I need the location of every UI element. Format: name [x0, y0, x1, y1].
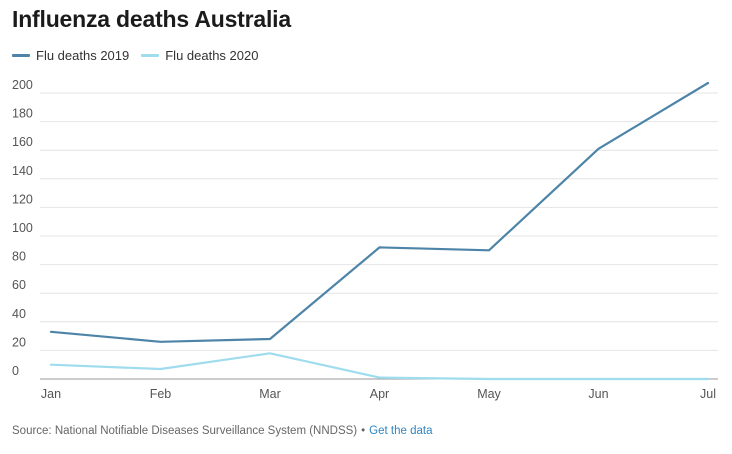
- chart-legend: Flu deaths 2019 Flu deaths 2020: [12, 48, 270, 63]
- data-point-flu-deaths-2020-jan[interactable]: [48, 362, 54, 368]
- y-tick-label: 40: [12, 307, 26, 321]
- data-point-flu-deaths-2020-may[interactable]: [486, 376, 492, 382]
- data-point-flu-deaths-2019-apr[interactable]: [377, 244, 383, 250]
- y-tick-label: 200: [12, 78, 33, 92]
- series-line-flu-deaths-2020[interactable]: [49, 352, 710, 381]
- y-tick-label: 20: [12, 335, 26, 349]
- legend-swatch-2019: [12, 54, 30, 57]
- legend-item-2020[interactable]: Flu deaths 2020: [141, 48, 258, 63]
- data-point-flu-deaths-2019-jun[interactable]: [596, 146, 602, 152]
- y-tick-label: 0: [12, 364, 19, 378]
- x-tick-label-jan: Jan: [41, 387, 61, 401]
- x-tick-label-mar: Mar: [259, 387, 281, 401]
- data-point-flu-deaths-2019-mar[interactable]: [267, 336, 273, 342]
- source-note: Source: National Notifiable Diseases Sur…: [12, 425, 358, 437]
- x-tick-label-jul: Jul: [700, 387, 716, 401]
- y-tick-label: 140: [12, 164, 33, 178]
- data-point-flu-deaths-2020-jul[interactable]: [705, 376, 711, 382]
- data-point-flu-deaths-2020-apr[interactable]: [377, 375, 383, 381]
- data-point-flu-deaths-2019-jul[interactable]: [705, 80, 711, 86]
- data-point-flu-deaths-2020-jun[interactable]: [596, 376, 602, 382]
- y-tick-label: 80: [12, 250, 26, 264]
- chart-title: Influenza deaths Australia: [12, 6, 291, 32]
- data-point-flu-deaths-2019-may[interactable]: [486, 247, 492, 253]
- y-tick-label: 100: [12, 221, 33, 235]
- legend-swatch-2020: [141, 54, 160, 57]
- y-tick-label: 160: [12, 135, 33, 149]
- x-tick-label-jun: Jun: [588, 387, 608, 401]
- chart-footer: Source: National Notifiable Diseases Sur…: [12, 425, 432, 437]
- x-tick-label-feb: Feb: [150, 387, 172, 401]
- series-line-flu-deaths-2019[interactable]: [49, 81, 710, 343]
- x-tick-label-may: May: [477, 387, 501, 401]
- legend-item-2019[interactable]: Flu deaths 2019: [12, 48, 129, 63]
- data-point-flu-deaths-2020-feb[interactable]: [158, 366, 164, 372]
- y-tick-label: 60: [12, 278, 26, 292]
- data-point-flu-deaths-2020-mar[interactable]: [267, 350, 273, 356]
- y-tick-label: 120: [12, 192, 33, 206]
- data-point-flu-deaths-2019-feb[interactable]: [158, 339, 164, 345]
- x-tick-label-apr: Apr: [370, 387, 389, 401]
- legend-label-2020: Flu deaths 2020: [165, 48, 259, 63]
- legend-label-2019: Flu deaths 2019: [36, 48, 130, 63]
- footer-separator: •: [361, 425, 366, 437]
- get-the-data-link[interactable]: Get the data: [369, 425, 433, 437]
- data-point-flu-deaths-2019-jan[interactable]: [48, 329, 54, 335]
- y-tick-label: 180: [12, 107, 33, 121]
